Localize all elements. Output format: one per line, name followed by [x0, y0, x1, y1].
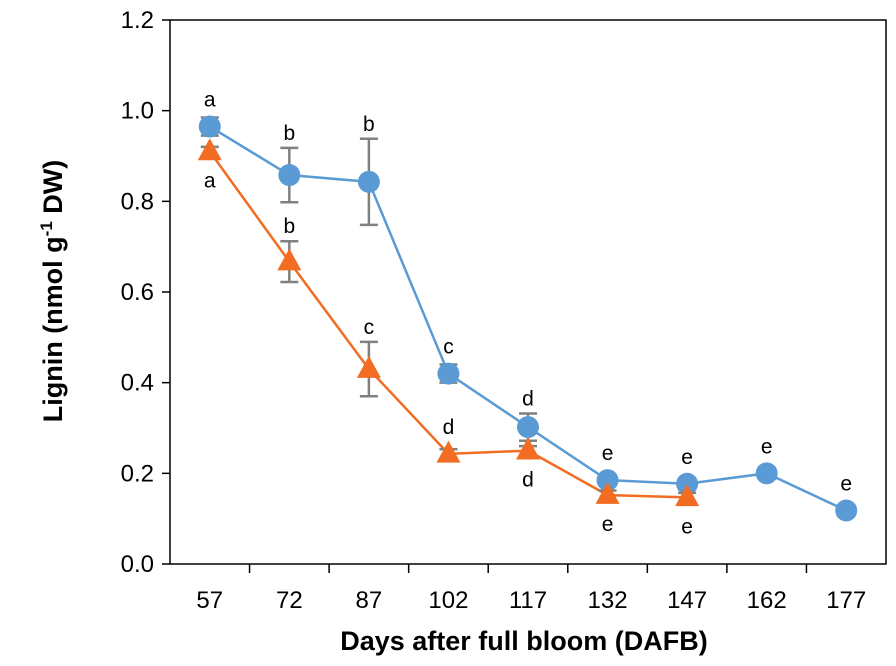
data-point — [357, 170, 380, 193]
data-point — [356, 355, 381, 378]
significance-label: e — [681, 515, 693, 538]
x-tick-label: 72 — [276, 587, 303, 614]
data-point — [835, 499, 858, 522]
data-point — [198, 115, 221, 138]
x-tick-label: 147 — [667, 587, 707, 614]
y-axis-title: Lignin (nmol g-1 DW) — [37, 160, 68, 423]
significance-label: b — [363, 113, 375, 136]
significance-label: e — [602, 442, 614, 465]
significance-label: d — [522, 387, 534, 410]
significance-label: d — [443, 416, 455, 439]
data-point — [516, 437, 540, 460]
significance-label: b — [283, 215, 295, 238]
significance-label: c — [443, 336, 454, 359]
y-tick-label: 0.2 — [121, 460, 154, 487]
x-tick-label: 132 — [588, 587, 628, 614]
y-axis-title-end: DW) — [38, 160, 68, 221]
y-axis-title-main: Lignin (nmol g — [38, 236, 68, 422]
y-tick-label: 0.4 — [121, 370, 154, 397]
x-tick-label: 87 — [356, 587, 383, 614]
significance-label: e — [681, 446, 693, 469]
data-point — [197, 138, 222, 161]
significance-label: c — [364, 316, 375, 339]
y-axis-title-superscript: -1 — [37, 221, 56, 236]
x-tick-label: 57 — [196, 587, 223, 614]
significance-label: d — [522, 469, 534, 492]
series-1: a b b c d e e e e — [198, 89, 858, 522]
data-point — [596, 469, 619, 492]
series-layer: a b b c d e e e e a b c d d e e — [197, 89, 858, 538]
data-point — [277, 248, 302, 271]
x-tick-label: 102 — [428, 587, 468, 614]
y-tick-label: 1.2 — [121, 7, 154, 34]
data-point — [595, 481, 620, 504]
significance-label: e — [840, 473, 852, 496]
y-tick-label: 0.8 — [121, 188, 154, 215]
significance-label: e — [602, 513, 614, 536]
y-tick-label: 0.6 — [121, 279, 154, 306]
y-tick-label: 0.0 — [121, 551, 154, 578]
series-2: a b c d d e e — [197, 138, 700, 538]
data-point — [437, 362, 460, 385]
x-axis-title: Days after full bloom (DAFB) — [340, 626, 708, 656]
significance-label: b — [283, 122, 295, 145]
x-tick-label: 117 — [509, 587, 547, 614]
data-point — [436, 440, 461, 463]
significance-label: a — [204, 169, 216, 192]
data-point — [755, 462, 778, 485]
x-tick-label: 177 — [826, 587, 866, 614]
data-point — [278, 164, 301, 187]
data-point — [676, 472, 699, 495]
data-point — [675, 484, 700, 507]
axes: 0.0 0.2 0.4 0.6 0.8 1.0 1.2 57 72 87 102 117 132 147 1… — [121, 7, 887, 614]
significance-label: e — [761, 435, 773, 458]
x-tick-label: 162 — [747, 587, 787, 614]
y-tick-label: 1.0 — [121, 98, 154, 125]
significance-label: a — [204, 89, 216, 112]
data-point — [517, 416, 539, 439]
